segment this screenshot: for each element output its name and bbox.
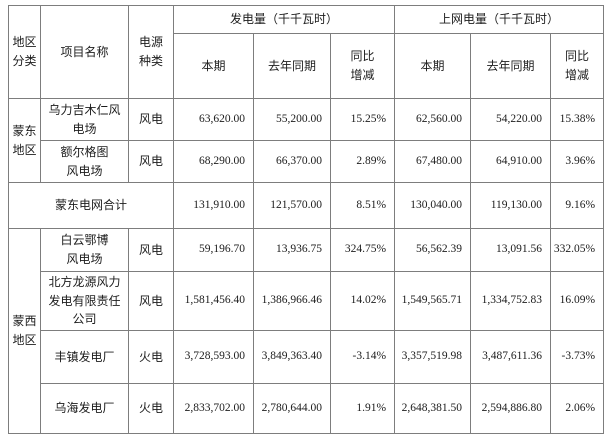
cell-power-type: 风电 (128, 140, 174, 183)
cell-gen-yoy: 1.91% (329, 383, 396, 434)
cell-grid-current: 2,648,381.50 (394, 383, 472, 434)
cell-power-type: 火电 (128, 330, 174, 384)
table-row: 乌海发电厂 火电 2,833,702.00 2,780,644.00 1.91%… (9, 383, 605, 434)
cell-gen-current: 131,910.00 (173, 182, 254, 229)
cell-grid-prior: 54,220.00 (470, 98, 552, 141)
cell-gen-prior: 66,370.00 (253, 140, 331, 183)
header-grid-yoy: 同比 增减 (550, 33, 605, 99)
table-row: 丰镇发电厂 火电 3,728,593.00 3,849,363.40 -3.14… (9, 330, 605, 384)
header-gen-prior: 去年同期 (253, 33, 331, 99)
table-row: 蒙西 地区 白云鄂博 风电场 风电 59,196.70 13,936.75 32… (8, 228, 605, 434)
header-gen-current: 本期 (173, 33, 254, 99)
table-row: 额尔格图 风电场 风电 68,290.00 66,370.00 2.89% 67… (9, 140, 605, 183)
cell-gen-current: 68,290.00 (173, 140, 254, 183)
cell-grid-prior: 3,487,611.36 (470, 330, 552, 384)
cell-project: 乌海发电厂 (40, 383, 129, 434)
header-power-type: 电源 种类 (128, 5, 174, 99)
cell-gen-yoy: 2.89% (329, 140, 396, 183)
cell-gen-yoy: 14.02% (329, 271, 396, 331)
cell-gen-prior: 13,936.75 (253, 228, 331, 272)
cell-region-east: 蒙东 地区 (8, 98, 41, 183)
cell-grid-prior: 2,594,886.80 (470, 383, 552, 434)
header-grid-current: 本期 (394, 33, 472, 99)
cell-power-type: 风电 (128, 98, 174, 141)
table-row: 北方龙源风力 发电有限责任 公司 风电 1,581,456.40 1,386,9… (9, 271, 605, 331)
cell-grid-yoy: -3.73% (550, 330, 605, 384)
header-generation-group: 发电量（千千瓦时） (172, 5, 396, 34)
cell-project: 额尔格图 风电场 (40, 140, 129, 183)
cell-grid-current: 3,357,519.98 (394, 330, 472, 384)
cell-region-west: 蒙西 地区 (8, 228, 41, 434)
cell-gen-current: 2,833,702.00 (173, 383, 254, 434)
cell-gen-prior: 1,386,966.46 (253, 271, 331, 331)
cell-gen-yoy: 324.75% (329, 228, 396, 272)
cell-grid-prior: 64,910.00 (470, 140, 552, 183)
cell-gen-current: 3,728,593.00 (173, 330, 254, 384)
cell-grid-current: 1,549,565.71 (394, 271, 472, 331)
cell-gen-prior: 121,570.00 (253, 182, 331, 229)
header-project-name: 项目名称 (40, 5, 129, 99)
cell-project: 北方龙源风力 发电有限责任 公司 (40, 271, 129, 331)
power-generation-table: 地区 分类 项目名称 电源 种类 发电量（千千瓦时） 上网电量（千千瓦时） 本期… (8, 5, 605, 434)
cell-grid-current: 130,040.00 (394, 182, 472, 229)
cell-project: 白云鄂博 风电场 (40, 228, 129, 272)
cell-gen-current: 1,581,456.40 (173, 271, 254, 331)
cell-grid-yoy: 15.38% (550, 98, 605, 141)
table-row: 蒙东 地区 乌力吉木仁风 电场 风电 63,620.00 55,200.00 1… (8, 98, 605, 183)
header-gen-yoy: 同比 增减 (329, 33, 396, 99)
header-group-row: 地区 分类 项目名称 电源 种类 发电量（千千瓦时） 上网电量（千千瓦时） (8, 5, 605, 99)
header-sub-row: 本期 去年同期 同比 增减 本期 去年同期 同比 增减 (9, 33, 605, 99)
cell-gen-prior: 55,200.00 (253, 98, 331, 141)
cell-gen-current: 59,196.70 (173, 228, 254, 272)
cell-grid-yoy: 9.16% (550, 182, 605, 229)
cell-grid-current: 56,562.39 (394, 228, 472, 272)
header-region-category: 地区 分类 (8, 5, 41, 99)
cell-grid-yoy: 16.09% (550, 271, 605, 331)
cell-grid-yoy: 332.05% (550, 228, 605, 272)
cell-gen-yoy: -3.14% (329, 330, 396, 384)
cell-gen-yoy: 15.25% (329, 98, 396, 141)
cell-grid-prior: 13,091.56 (470, 228, 552, 272)
cell-grid-yoy: 3.96% (550, 140, 605, 183)
header-ongrid-group: 上网电量（千千瓦时） (394, 5, 605, 34)
cell-summary-label: 蒙东电网合计 (8, 182, 174, 229)
cell-power-type: 火电 (128, 383, 174, 434)
cell-project: 丰镇发电厂 (40, 330, 129, 384)
cell-grid-prior: 1,334,752.83 (470, 271, 552, 331)
summary-row: 蒙东电网合计 131,910.00 121,570.00 8.51% 130,0… (8, 182, 605, 229)
cell-grid-current: 62,560.00 (394, 98, 472, 141)
cell-project: 乌力吉木仁风 电场 (40, 98, 129, 141)
cell-gen-prior: 3,849,363.40 (253, 330, 331, 384)
cell-grid-yoy: 2.06% (550, 383, 605, 434)
cell-power-type: 风电 (128, 271, 174, 331)
cell-gen-current: 63,620.00 (173, 98, 254, 141)
cell-gen-prior: 2,780,644.00 (253, 383, 331, 434)
header-grid-prior: 去年同期 (470, 33, 552, 99)
cell-grid-prior: 119,130.00 (470, 182, 552, 229)
cell-grid-current: 67,480.00 (394, 140, 472, 183)
cell-gen-yoy: 8.51% (329, 182, 396, 229)
cell-power-type: 风电 (128, 228, 174, 272)
